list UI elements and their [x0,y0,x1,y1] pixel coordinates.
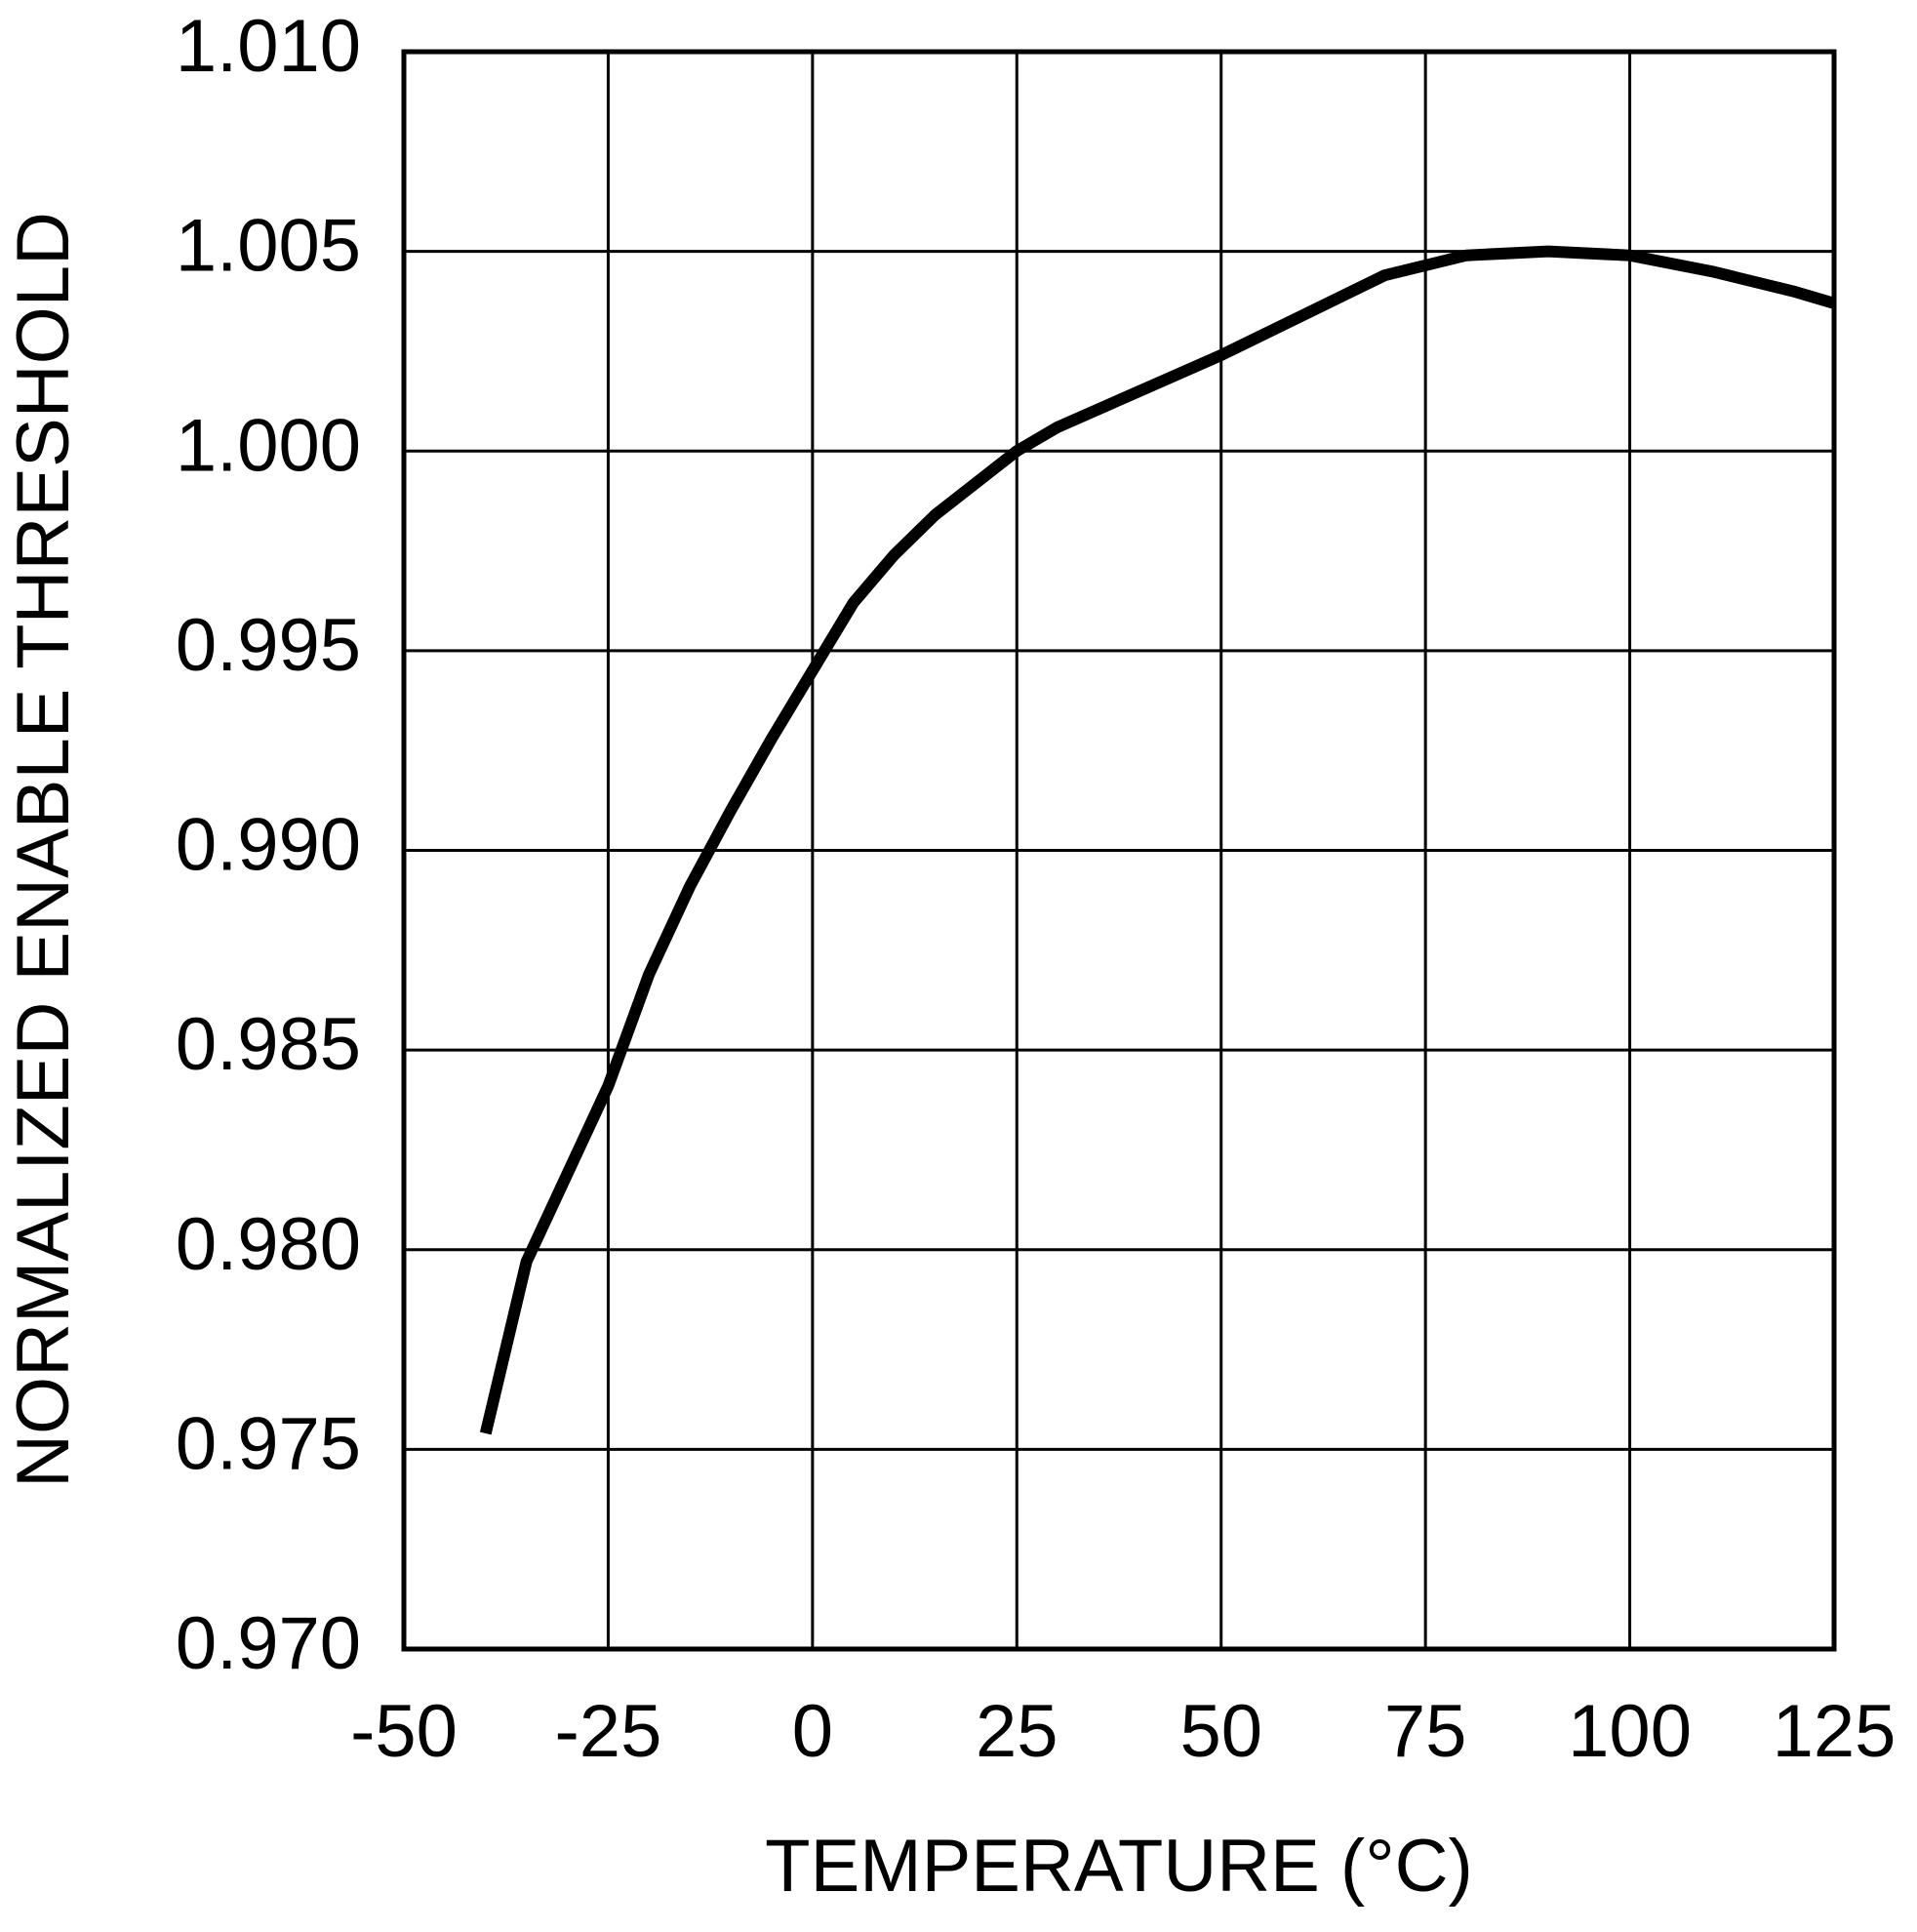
x-tick-label: 0 [792,1690,833,1773]
x-tick-label: 100 [1568,1690,1692,1773]
y-tick-label: 0.990 [176,804,361,887]
y-tick-label: 1.005 [176,205,361,288]
x-tick-label: 75 [1384,1690,1467,1773]
x-tick-label: 125 [1773,1690,1897,1773]
x-axis-title: TEMPERATURE (°C) [765,1825,1473,1908]
x-tick-label: 25 [976,1690,1058,1773]
y-tick-label: 0.985 [176,1003,361,1086]
y-tick-label: 0.995 [176,604,361,687]
y-tick-label: 0.975 [176,1402,361,1485]
y-tick-label: 0.970 [176,1602,361,1685]
y-tick-label: 0.980 [176,1203,361,1286]
x-tick-label: -25 [555,1690,662,1773]
x-tick-label: 50 [1179,1690,1262,1773]
plot-frame [401,49,1837,1652]
y-axis-title: NORMALIZED ENABLE THRESHOLD [2,212,85,1488]
y-tick-label: 1.010 [176,5,361,88]
x-tick-label: -50 [350,1690,458,1773]
y-tick-label: 1.000 [176,404,361,487]
data-line [479,245,1836,1435]
